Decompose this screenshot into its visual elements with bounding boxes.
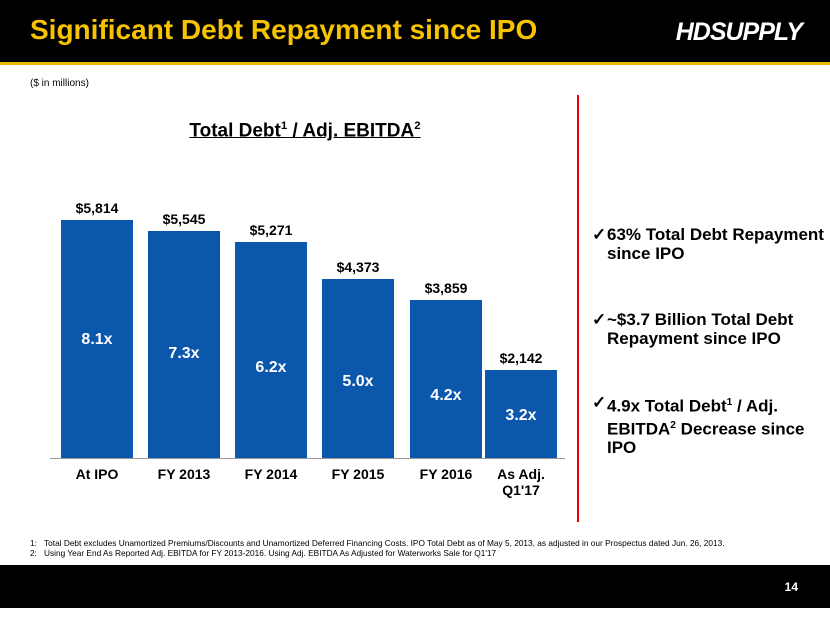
footnote: 2: Using Year End As Reported Adj. EBITDA…: [30, 548, 820, 558]
text-part: / Adj. EBITDA: [287, 120, 415, 142]
footnote-text: Total Debt excludes Unamortized Premiums…: [44, 538, 725, 548]
bar: [61, 220, 133, 458]
ratio-label: 7.3x: [168, 345, 200, 362]
ratio-label: 6.2x: [255, 359, 287, 376]
text-part: Decrease since IPO: [607, 419, 805, 458]
bar: [485, 370, 557, 458]
bar: [410, 300, 482, 458]
value-label: $3,859: [424, 280, 468, 297]
bullet: ~$3.7 Billion Total Debt Repayment since…: [592, 310, 830, 348]
page-number: 14: [784, 580, 798, 594]
footnote-marker: 1:: [30, 538, 37, 548]
x-tick-label: FY 2013: [157, 466, 211, 482]
ratio-label: 5.0x: [342, 373, 374, 390]
header-bar: [0, 0, 830, 65]
logo: HDSUPPLY: [675, 18, 803, 46]
footnote-text: Using Year End As Reported Adj. EBITDA f…: [44, 548, 497, 558]
text-part: ~$3.7 Billion Total Debt Repayment since…: [607, 310, 794, 348]
divider: [577, 95, 579, 522]
footnote-ref: 2: [414, 120, 421, 132]
footnote-ref: 1: [726, 397, 733, 408]
footnote-ref: 2: [670, 419, 676, 431]
value-label: $4,373: [336, 258, 380, 275]
text-part: Total Debt: [189, 120, 281, 142]
bullet: 63% Total Debt Repayment since IPO: [592, 225, 830, 263]
text-part: 4.9x Total Debt: [607, 396, 727, 416]
value-label: $5,814: [75, 200, 119, 216]
value-label: $2,142: [499, 350, 543, 367]
chart-title: Total Debt1 / Adj. EBITDA2: [80, 120, 530, 142]
ratio-label: 4.2x: [430, 387, 462, 404]
value-label: $5,271: [249, 222, 293, 239]
slide-title: Significant Debt Repayment since IPO: [30, 14, 538, 45]
bar: [322, 278, 394, 458]
footer-bar: [0, 565, 830, 608]
bar: [235, 242, 307, 458]
x-tick-label: FY 2016: [419, 466, 473, 482]
value-label: $5,545: [162, 211, 206, 227]
bar: [148, 231, 220, 458]
footnote-ref: 1: [280, 120, 288, 132]
footnote-marker: 2:: [30, 548, 37, 558]
ratio-label: 3.2x: [505, 407, 537, 425]
x-tick-label: At IPO: [75, 466, 119, 482]
x-tick-label: FY 2015: [331, 466, 385, 482]
ratio-label: 8.1x: [81, 331, 113, 348]
text-part: 63% Total Debt Repayment since IPO: [607, 225, 824, 263]
units-note: ($ in millions): [30, 78, 89, 89]
bullet: 4.9x Total Debt1 / Adj. EBITDA2 Decrease…: [592, 393, 830, 457]
x-tick-label: As Adj. Q1'17: [497, 466, 545, 498]
x-tick-label: FY 2014: [244, 466, 298, 482]
footnote: 1: Total Debt excludes Unamortized Premiu…: [30, 538, 820, 548]
x-axis: [50, 458, 565, 459]
text-part: / Adj. EBITDA: [607, 396, 778, 439]
